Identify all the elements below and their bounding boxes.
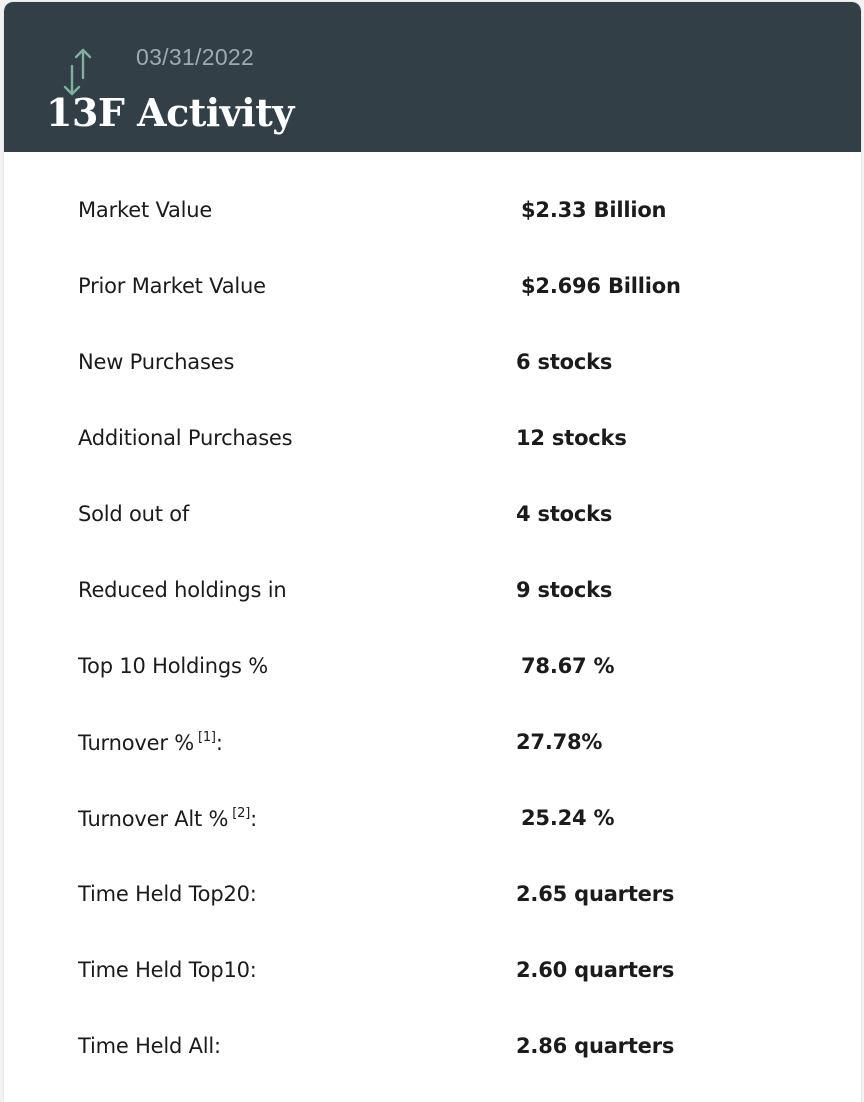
stat-row-turnover-alt: Turnover Alt % [2]: 25.24 % xyxy=(4,782,861,858)
stat-value: 2.65 quarters xyxy=(516,882,675,906)
stat-row-time-held-top10: Time Held Top10: 2.60 quarters xyxy=(4,934,861,1010)
stat-value: 9 stocks xyxy=(516,578,613,602)
stat-label: Prior Market Value xyxy=(78,274,266,298)
stat-row-time-held-all: Time Held All: 2.86 quarters xyxy=(4,1010,861,1086)
stat-label: Market Value xyxy=(78,198,213,222)
footnote-ref-link[interactable]: [2] xyxy=(232,806,251,821)
stat-label-group: Turnover Alt % [2]: xyxy=(78,806,257,831)
stat-row-market-value: Market Value $2.33 Billion xyxy=(4,174,861,250)
stat-row-reduced-holdings: Reduced holdings in 9 stocks xyxy=(4,554,861,630)
stats-list: Market Value $2.33 Billion Prior Market … xyxy=(4,174,861,1086)
stat-label: Additional Purchases xyxy=(78,426,293,450)
stat-label: Turnover % xyxy=(78,731,194,755)
stat-label: Sold out of xyxy=(78,502,190,526)
stat-label: Time Held All: xyxy=(78,1034,221,1058)
stat-label-suffix: : xyxy=(250,807,258,831)
stat-label: Top 10 Holdings % xyxy=(78,654,268,678)
stat-row-top10-holdings: Top 10 Holdings % 78.67 % xyxy=(4,630,861,706)
stat-value: 2.60 quarters xyxy=(516,958,675,982)
stat-row-sold-out: Sold out of 4 stocks xyxy=(4,478,861,554)
stat-row-additional-purchases: Additional Purchases 12 stocks xyxy=(4,402,861,478)
stat-label-suffix: : xyxy=(215,731,223,755)
stat-row-turnover: Turnover % [1]: 27.78% xyxy=(4,706,861,782)
footnote-ref-link[interactable]: [1] xyxy=(197,730,216,745)
stat-value: 6 stocks xyxy=(516,350,613,374)
stat-label: Time Held Top20: xyxy=(78,882,257,906)
stat-value: 78.67 % xyxy=(521,654,615,678)
card-header: 03/31/2022 13F Activity xyxy=(4,2,861,152)
stat-value: $2.696 Billion xyxy=(521,274,681,298)
stat-row-prior-market-value: Prior Market Value $2.696 Billion xyxy=(4,250,861,326)
stat-label-group: Turnover % [1]: xyxy=(78,730,223,755)
stat-value: $2.33 Billion xyxy=(521,198,667,222)
stat-row-new-purchases: New Purchases 6 stocks xyxy=(4,326,861,402)
stat-value: 25.24 % xyxy=(521,806,615,830)
stat-row-time-held-top20: Time Held Top20: 2.65 quarters xyxy=(4,858,861,934)
stat-label: Reduced holdings in xyxy=(78,578,287,602)
card-title: 13F Activity xyxy=(46,90,294,135)
stat-label: Turnover Alt % xyxy=(78,807,229,831)
stat-label: New Purchases xyxy=(78,350,235,374)
stat-value: 12 stocks xyxy=(516,426,627,450)
stat-value: 2.86 quarters xyxy=(516,1034,675,1058)
stat-label: Time Held Top10: xyxy=(78,958,257,982)
stat-value: 27.78% xyxy=(516,730,603,754)
report-date: 03/31/2022 xyxy=(136,44,255,70)
activity-card: 03/31/2022 13F Activity Market Value $2.… xyxy=(4,2,861,1102)
up-down-arrows-icon xyxy=(63,48,92,96)
stat-value: 4 stocks xyxy=(516,502,613,526)
